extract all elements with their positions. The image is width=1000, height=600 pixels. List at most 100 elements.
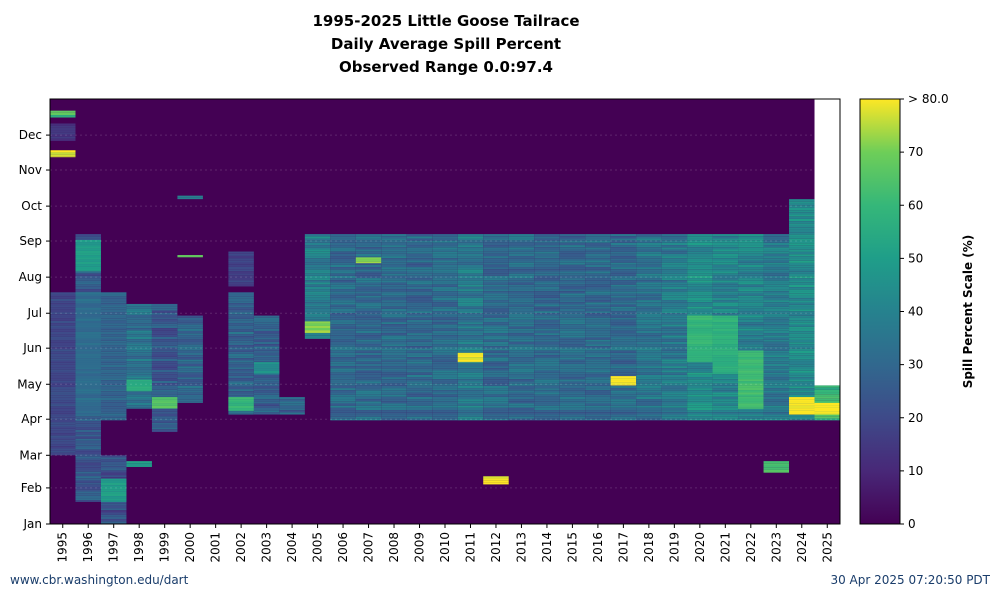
heatmap-cell [712,242,739,246]
heatmap-cell [483,388,509,391]
heatmap-cell [483,302,509,305]
heatmap-cell [610,264,637,268]
heatmap-cell [355,346,382,349]
heatmap-cell [100,475,127,478]
heatmap-cell [636,289,662,292]
heatmap-cell [355,379,382,382]
heatmap-cell [330,403,356,406]
heatmap-cell [687,407,713,411]
heatmap-cell [661,308,688,312]
heatmap-cell [228,371,254,374]
heatmap-cell [585,352,611,356]
heatmap-cell [100,309,127,313]
heatmap-cell [406,396,433,400]
heatmap-cell [381,416,407,419]
y-tick-label: Apr [21,412,42,426]
heatmap-cell [789,388,815,391]
heatmap-cell [432,247,458,250]
heatmap-cell [483,341,509,345]
heatmap-cell [381,366,407,369]
heatmap-cell [457,385,484,389]
heatmap-cell [559,324,586,327]
heatmap-cell [75,382,101,385]
heatmap-cell [432,317,458,320]
heatmap-cell [610,324,637,327]
heatmap-cell [75,298,101,302]
heatmap-cell [75,309,101,313]
heatmap-cell [304,332,331,334]
heatmap-cell [585,238,611,241]
x-tick-label: 2009 [413,532,427,563]
heatmap-cell [381,374,407,378]
heatmap-cell [330,383,356,386]
heatmap-cell [75,373,101,376]
heatmap-cell [585,368,611,371]
heatmap-cell [406,295,433,298]
heatmap-cell [738,273,764,276]
heatmap-cell [789,205,815,208]
heatmap-cell [610,341,637,345]
heatmap-cell [432,333,458,336]
heatmap-cell [712,330,739,334]
heatmap-cell [763,414,790,417]
heatmap-cell [712,258,739,261]
heatmap-cell [151,339,178,342]
heatmap-cell [738,363,764,366]
heatmap-cell [610,256,637,259]
footer-source-url[interactable]: www.cbr.washington.edu/dart [10,573,189,587]
heatmap-cell [636,390,662,393]
heatmap-cell [636,399,662,402]
heatmap-cell [151,319,178,322]
heatmap-cell [457,260,484,263]
heatmap-cell [75,421,101,424]
heatmap-cell [534,363,560,367]
heatmap-cell [661,392,688,395]
heatmap-cell [483,269,509,272]
heatmap-cell [687,363,713,367]
heatmap-cell [100,318,127,321]
heatmap-cell [304,234,331,237]
heatmap-cell [75,408,101,412]
heatmap-cell [355,267,382,270]
heatmap-cell [508,394,535,397]
heatmap-cell [151,389,178,392]
heatmap-cell [75,236,101,239]
heatmap-cell [483,383,509,386]
heatmap-cell [100,496,127,499]
heatmap-cell [126,405,152,408]
heatmap-cell [534,383,560,386]
heatmap-cell [126,347,152,351]
heatmap-cell [304,247,331,250]
heatmap-cell [75,362,101,365]
heatmap-cell [508,245,535,248]
heatmap-cell [483,258,509,261]
heatmap-cell [559,339,586,342]
title-line-3: Observed Range 0.0:97.4 [339,58,553,76]
heatmap-cell [253,373,280,374]
heatmap-cell [50,127,76,131]
heatmap-cell [432,306,458,309]
heatmap-cell [177,322,203,325]
colorbar-top-label: > 80.0 [908,92,949,106]
heatmap-cell [432,256,458,259]
x-tick-label: 2022 [744,532,758,563]
heatmap-cell [789,254,815,257]
heatmap-cell [483,333,509,336]
heatmap-cell [687,282,713,285]
heatmap-cell [661,240,688,243]
gridlines [50,134,840,525]
heatmap-cell [151,378,178,381]
heatmap-cell [738,256,764,259]
heatmap-cell [381,326,407,329]
heatmap-cell [177,372,203,375]
heatmap-cell [636,357,662,360]
heatmap-cell [457,418,484,421]
heatmap-cell [610,245,637,248]
heatmap-cell [763,295,790,298]
heatmap-cell [177,350,203,353]
heatmap-cell [763,328,790,331]
heatmap-cell [610,405,637,408]
heatmap-cell [687,293,713,296]
heatmap-cell [661,238,688,241]
heatmap-cell [738,385,764,388]
